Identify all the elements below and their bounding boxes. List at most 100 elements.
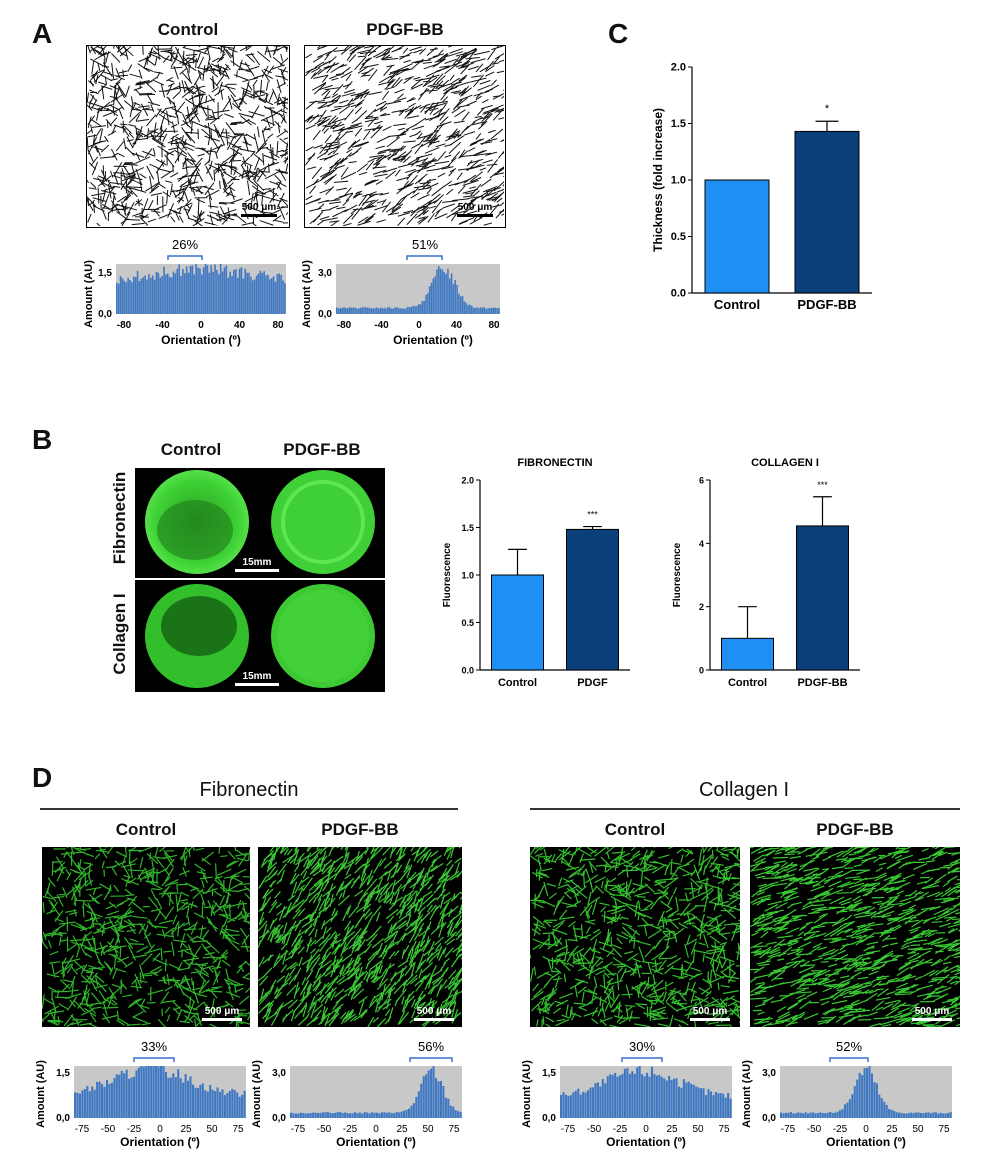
fiber (84, 934, 92, 947)
fiber (100, 46, 105, 54)
fiber (129, 877, 137, 884)
fiber (444, 982, 453, 989)
fiber (236, 965, 243, 974)
fiber (677, 863, 690, 869)
fiber (280, 110, 288, 114)
fiber (386, 203, 400, 213)
fiber (214, 128, 220, 138)
fiber (138, 923, 146, 934)
fiber (307, 847, 312, 852)
fiber (389, 69, 399, 74)
fiber (451, 77, 460, 84)
fiber (181, 127, 192, 142)
fiber (471, 121, 485, 126)
fiber (424, 136, 432, 142)
fiber (600, 906, 607, 913)
fiber (380, 56, 393, 60)
fiber (50, 901, 60, 916)
fiber (310, 909, 316, 922)
fiber (277, 204, 286, 220)
fiber (205, 166, 214, 180)
fiber (666, 861, 672, 870)
fiber (422, 890, 433, 898)
fiber (124, 218, 141, 221)
fiber (706, 916, 718, 921)
fiber (183, 855, 188, 866)
fiber (151, 138, 166, 148)
fiber (413, 184, 431, 189)
fiber (367, 46, 381, 57)
fiber (820, 893, 829, 900)
fiber (207, 150, 216, 153)
fiber (449, 168, 457, 173)
histogram-bar (423, 300, 426, 314)
fiber (342, 209, 349, 213)
fiber (431, 185, 445, 197)
fiber (121, 212, 131, 227)
fiber (845, 876, 861, 879)
fiber (772, 916, 781, 921)
fiber (255, 191, 266, 195)
fiber (258, 975, 265, 982)
fiber (377, 1018, 386, 1027)
y-axis-label: Fluorescence (672, 542, 683, 607)
histogram-bar (336, 307, 338, 314)
fiber (312, 55, 323, 63)
fiber (258, 920, 268, 932)
fiber (164, 1006, 171, 1014)
fiber (418, 215, 429, 225)
fiber (171, 108, 183, 114)
fiber (163, 950, 172, 953)
fiber (634, 1023, 651, 1027)
fiber (763, 926, 773, 932)
fiber (279, 97, 286, 107)
fiber (670, 877, 679, 880)
fiber (450, 931, 457, 937)
fiber (243, 938, 249, 952)
fiber (477, 107, 485, 116)
fiber (456, 172, 463, 180)
fiber (398, 110, 405, 116)
fiber (750, 899, 758, 904)
fiber (464, 47, 477, 55)
fiber (383, 65, 393, 76)
fiber (305, 891, 311, 902)
fiber (374, 205, 388, 211)
fiber (427, 941, 435, 956)
fiber-pattern (42, 847, 250, 1027)
fiber (341, 853, 349, 867)
fiber (408, 155, 423, 165)
fiber (215, 863, 217, 880)
histogram-bar (392, 308, 395, 314)
fiber (417, 162, 428, 174)
fiber (212, 77, 215, 89)
fiber (408, 930, 417, 944)
col-control-micrograph: 500 μm (530, 847, 740, 1027)
histogram-bar (461, 295, 464, 314)
fiber (257, 167, 267, 177)
fiber (378, 148, 391, 153)
fiber (943, 899, 951, 901)
panel-label-b: B (32, 424, 53, 455)
fiber (236, 983, 244, 987)
fiber (463, 131, 476, 136)
fiber (387, 981, 396, 994)
fiber (213, 903, 226, 914)
fiber (900, 945, 910, 950)
histogram-bar (494, 307, 497, 314)
fiber (147, 200, 154, 210)
fiber (277, 149, 284, 153)
fiber (466, 199, 474, 209)
fiber (277, 122, 281, 133)
fiber (690, 881, 695, 899)
scale-bar-label: 15mm (242, 671, 272, 682)
fiber (97, 62, 101, 71)
fiber (672, 1001, 682, 1006)
fiber (321, 217, 338, 222)
fiber (395, 989, 407, 1003)
y-tick-label: 0.5 (671, 231, 686, 243)
fiber (180, 121, 189, 126)
fiber (429, 906, 438, 920)
fiber (105, 51, 110, 64)
fiber (146, 920, 157, 929)
